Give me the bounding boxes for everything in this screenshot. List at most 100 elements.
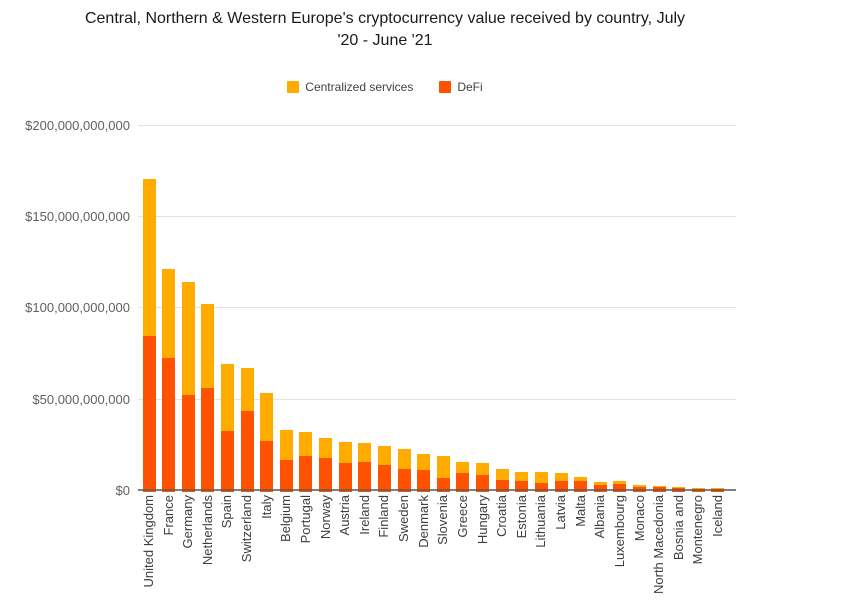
chart-title: Central, Northern & Western Europe's cry… bbox=[0, 8, 770, 52]
bar-latvia-centralized-services[interactable] bbox=[554, 472, 568, 481]
y-axis-tick-label: $200,000,000,000 bbox=[25, 117, 130, 133]
x-axis-label-portugal: Portugal bbox=[297, 495, 313, 544]
x-axis-label-spain: Spain bbox=[219, 495, 235, 529]
x-axis-label-montenegro: Montenegro bbox=[690, 495, 706, 565]
x-axis-label-monaco: Monaco bbox=[631, 495, 647, 542]
bar-malta-defi[interactable] bbox=[574, 481, 588, 492]
bar-france-defi[interactable] bbox=[162, 358, 176, 492]
x-axis-label-bosnia-and: Bosnia and bbox=[670, 495, 686, 561]
y-axis-tick-label: $150,000,000,000 bbox=[25, 208, 130, 224]
bar-lithuania-defi[interactable] bbox=[534, 482, 548, 492]
x-axis-label-finland: Finland bbox=[376, 495, 392, 538]
legend-item-centralized-services[interactable]: Centralized services bbox=[287, 80, 413, 94]
x-axis-label-sweden: Sweden bbox=[396, 495, 412, 542]
bar-iceland-centralized-services[interactable] bbox=[711, 487, 725, 489]
x-axis-label-netherlands: Netherlands bbox=[199, 495, 215, 566]
bar-malta-centralized-services[interactable] bbox=[574, 477, 588, 482]
bar-ireland-centralized-services[interactable] bbox=[358, 443, 372, 463]
bar-estonia-centralized-services[interactable] bbox=[515, 471, 529, 481]
bar-latvia-defi[interactable] bbox=[554, 480, 568, 492]
bar-luxembourg-defi[interactable] bbox=[613, 484, 627, 492]
x-axis-label-denmark: Denmark bbox=[415, 495, 431, 548]
bar-italy-defi[interactable] bbox=[260, 440, 274, 492]
x-axis-label-lithuania: Lithuania bbox=[533, 495, 549, 548]
bar-greece-centralized-services[interactable] bbox=[456, 461, 470, 474]
chart-title-line-2: '20 - June '21 bbox=[337, 32, 433, 49]
bar-sweden-centralized-services[interactable] bbox=[397, 449, 411, 470]
x-axis-label-greece: Greece bbox=[454, 495, 470, 538]
x-axis-label-croatia: Croatia bbox=[494, 495, 510, 537]
gridline-50-000-000-000 bbox=[138, 398, 736, 400]
centralized-services-swatch-icon bbox=[287, 81, 300, 93]
bar-montenegro-centralized-services[interactable] bbox=[691, 487, 705, 489]
bar-monaco-centralized-services[interactable] bbox=[633, 485, 646, 487]
bar-norway-defi[interactable] bbox=[319, 458, 333, 492]
bar-lithuania-centralized-services[interactable] bbox=[534, 472, 548, 483]
x-axis-label-slovenia: Slovenia bbox=[435, 495, 451, 545]
bar-germany-defi[interactable] bbox=[181, 394, 195, 492]
bar-albania-centralized-services[interactable] bbox=[593, 481, 607, 485]
x-axis-label-italy: Italy bbox=[258, 495, 274, 519]
chart-title-line-1: Central, Northern & Western Europe's cry… bbox=[84, 10, 686, 27]
x-axis-label-albania: Albania bbox=[592, 495, 608, 539]
x-axis-label-ireland: Ireland bbox=[356, 495, 372, 535]
gridline-200-000-000-000 bbox=[138, 124, 736, 126]
x-axis-label-austria: Austria bbox=[337, 495, 353, 536]
bar-hungary-defi[interactable] bbox=[476, 475, 490, 492]
x-axis-label-belgium: Belgium bbox=[278, 495, 294, 542]
bar-portugal-defi[interactable] bbox=[299, 455, 313, 492]
x-axis-label-switzerland: Switzerland bbox=[239, 495, 255, 563]
bar-slovenia-centralized-services[interactable] bbox=[436, 455, 450, 479]
bar-norway-centralized-services[interactable] bbox=[319, 438, 333, 459]
x-axis-baseline bbox=[138, 488, 736, 491]
bar-switzerland-centralized-services[interactable] bbox=[240, 367, 254, 412]
x-axis-label-norway: Norway bbox=[317, 495, 333, 540]
bar-france-centralized-services[interactable] bbox=[162, 268, 176, 359]
x-axis-label-luxembourg: Luxembourg bbox=[611, 495, 627, 568]
bar-finland-defi[interactable] bbox=[377, 464, 391, 492]
bar-luxembourg-centralized-services[interactable] bbox=[613, 481, 627, 485]
legend-item-defi[interactable]: DeFi bbox=[439, 80, 483, 94]
x-axis-label-estonia: Estonia bbox=[513, 495, 529, 539]
bar-hungary-centralized-services[interactable] bbox=[476, 462, 490, 475]
bar-north-macedonia-centralized-services[interactable] bbox=[652, 485, 666, 488]
x-axis-label-hungary: Hungary bbox=[474, 495, 490, 545]
bar-belgium-centralized-services[interactable] bbox=[279, 429, 293, 460]
bar-united-kingdom-centralized-services[interactable] bbox=[142, 179, 156, 337]
defi-swatch-icon bbox=[439, 81, 452, 93]
bar-sweden-defi[interactable] bbox=[397, 469, 411, 492]
bar-germany-centralized-services[interactable] bbox=[181, 281, 195, 395]
x-axis-label-united-kingdom: United Kingdom bbox=[141, 495, 156, 588]
bar-finland-centralized-services[interactable] bbox=[377, 445, 391, 465]
bar-switzerland-defi[interactable] bbox=[240, 411, 254, 492]
y-axis-tick-label: $100,000,000,000 bbox=[25, 300, 130, 316]
bar-greece-defi[interactable] bbox=[456, 473, 470, 492]
x-axis-label-north-macedonia: North Macedonia bbox=[651, 495, 667, 594]
x-axis-label-iceland: Iceland bbox=[709, 495, 725, 537]
bar-italy-centralized-services[interactable] bbox=[260, 393, 274, 441]
bar-croatia-centralized-services[interactable] bbox=[495, 469, 509, 480]
gridline-100-000-000-000 bbox=[138, 307, 736, 309]
bar-spain-defi[interactable] bbox=[220, 430, 234, 492]
bar-portugal-centralized-services[interactable] bbox=[299, 432, 313, 456]
x-axis-label-germany: Germany bbox=[180, 495, 196, 549]
bar-bosnia-and-centralized-services[interactable] bbox=[672, 486, 686, 488]
bar-belgium-defi[interactable] bbox=[279, 459, 293, 492]
bar-united-kingdom-defi[interactable] bbox=[142, 336, 156, 492]
bar-denmark-defi[interactable] bbox=[417, 469, 431, 492]
bar-denmark-centralized-services[interactable] bbox=[417, 454, 431, 470]
bar-spain-centralized-services[interactable] bbox=[220, 363, 234, 431]
bar-austria-centralized-services[interactable] bbox=[338, 441, 352, 464]
y-axis-tick-label: $0 bbox=[115, 483, 130, 498]
legend-label-defi: DeFi bbox=[457, 80, 483, 94]
bar-netherlands-defi[interactable] bbox=[201, 387, 215, 492]
y-axis-tick-label: $50,000,000,000 bbox=[32, 391, 130, 407]
gridline-150-000-000-000 bbox=[138, 215, 736, 217]
bar-estonia-defi[interactable] bbox=[515, 480, 529, 492]
bar-netherlands-centralized-services[interactable] bbox=[201, 303, 215, 388]
bar-albania-defi[interactable] bbox=[593, 484, 607, 492]
bar-ireland-defi[interactable] bbox=[358, 462, 372, 492]
bar-austria-defi[interactable] bbox=[338, 463, 352, 492]
legend-label-centralized-services: Centralized services bbox=[305, 80, 414, 94]
